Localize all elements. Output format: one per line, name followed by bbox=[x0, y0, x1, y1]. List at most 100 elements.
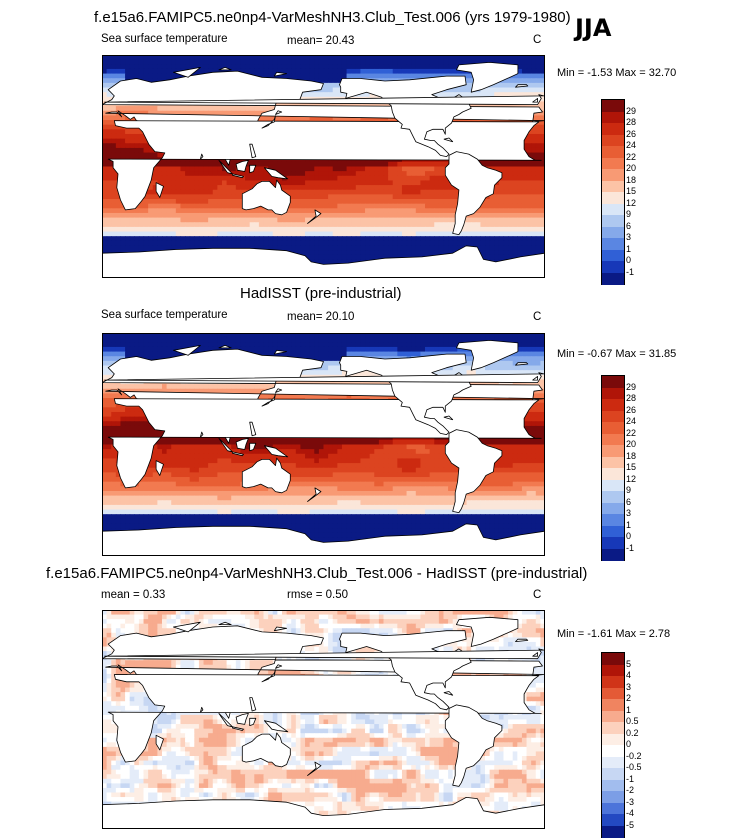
colorbar-tick-label: 18 bbox=[626, 451, 636, 461]
panel1-mean: mean= 20.43 bbox=[287, 35, 354, 47]
colorbar-swatch bbox=[602, 653, 624, 665]
colorbar-swatch bbox=[602, 112, 624, 124]
colorbar-tick-label: 15 bbox=[626, 462, 636, 472]
colorbar-swatch bbox=[602, 261, 624, 273]
colorbar-tick-label: 26 bbox=[626, 405, 636, 415]
colorbar-swatch bbox=[602, 526, 624, 538]
colorbar-tick-label: 12 bbox=[626, 474, 636, 484]
colorbar-tick-label: 22 bbox=[626, 152, 636, 162]
colorbar-swatch bbox=[602, 537, 624, 549]
colorbar-tick-label: 22 bbox=[626, 428, 636, 438]
colorbar-swatch bbox=[602, 468, 624, 480]
colorbar-swatch bbox=[602, 503, 624, 515]
colorbar-tick-label: 0 bbox=[626, 739, 631, 749]
colorbar-swatch bbox=[602, 399, 624, 411]
colorbar-tick-label: 0 bbox=[626, 255, 631, 265]
panel3-minmax: Min = -1.61 Max = 2.78 bbox=[557, 628, 670, 640]
colorbar-swatch bbox=[602, 388, 624, 400]
colorbar-swatch bbox=[602, 181, 624, 193]
colorbar-swatch bbox=[602, 826, 624, 838]
colorbar-swatch bbox=[602, 434, 624, 446]
colorbar-swatch bbox=[602, 791, 624, 803]
colorbar-swatch bbox=[602, 514, 624, 526]
panel1-map bbox=[102, 55, 545, 278]
colorbar-swatch bbox=[602, 803, 624, 815]
colorbar-tick-label: 24 bbox=[626, 140, 636, 150]
colorbar-tick-label: 28 bbox=[626, 117, 636, 127]
colorbar-tick-label: 12 bbox=[626, 198, 636, 208]
colorbar-swatch bbox=[602, 100, 624, 112]
colorbar-swatch bbox=[602, 549, 624, 561]
colorbar-tick-label: 0.2 bbox=[626, 728, 639, 738]
colorbar-tick-label: 24 bbox=[626, 416, 636, 426]
colorbar-swatch bbox=[602, 215, 624, 227]
panel3-rmse: rmse = 0.50 bbox=[287, 589, 348, 601]
panel3-map bbox=[102, 610, 545, 829]
colorbar-swatch bbox=[602, 757, 624, 769]
colorbar-swatch bbox=[602, 422, 624, 434]
colorbar-tick-label: 6 bbox=[626, 497, 631, 507]
panel1-minmax: Min = -1.53 Max = 32.70 bbox=[557, 67, 676, 79]
colorbar-tick-label: 3 bbox=[626, 682, 631, 692]
season-label: JJA bbox=[575, 14, 611, 42]
colorbar-swatch bbox=[602, 192, 624, 204]
colorbar-swatch bbox=[602, 123, 624, 135]
colorbar-swatch bbox=[602, 722, 624, 734]
panel2-minmax: Min = -0.67 Max = 31.85 bbox=[557, 348, 676, 360]
colorbar-tick-label: 3 bbox=[626, 508, 631, 518]
colorbar-tick-label: -2 bbox=[626, 785, 634, 795]
colorbar-tick-label: -5 bbox=[626, 820, 634, 830]
colorbar-swatch bbox=[602, 480, 624, 492]
colorbar-swatch bbox=[602, 204, 624, 216]
panel1-units: C bbox=[533, 34, 541, 46]
colorbar-tick-label: 5 bbox=[626, 659, 631, 669]
colorbar-swatch bbox=[602, 273, 624, 285]
panel2-mean: mean= 20.10 bbox=[287, 311, 354, 323]
colorbar-swatch bbox=[602, 250, 624, 262]
colorbar-tick-label: 20 bbox=[626, 439, 636, 449]
colorbar-swatch bbox=[602, 780, 624, 792]
panel2-units: C bbox=[533, 311, 541, 323]
colorbar-tick-label: 9 bbox=[626, 485, 631, 495]
colorbar-tick-label: 28 bbox=[626, 393, 636, 403]
panel2-variable: Sea surface temperature bbox=[101, 309, 228, 321]
colorbar-tick-label: 1 bbox=[626, 244, 631, 254]
colorbar-tick-label: 0.5 bbox=[626, 716, 639, 726]
colorbar-swatch bbox=[602, 146, 624, 158]
colorbar-swatch bbox=[602, 768, 624, 780]
panel1-variable: Sea surface temperature bbox=[101, 33, 228, 45]
panel1-colorbar bbox=[601, 99, 625, 285]
colorbar-swatch bbox=[602, 411, 624, 423]
colorbar-swatch bbox=[602, 711, 624, 723]
colorbar-swatch bbox=[602, 745, 624, 757]
colorbar-tick-label: 1 bbox=[626, 705, 631, 715]
panel3-colorbar bbox=[601, 652, 625, 838]
colorbar-swatch bbox=[602, 676, 624, 688]
colorbar-tick-label: 4 bbox=[626, 670, 631, 680]
colorbar-tick-label: -1 bbox=[626, 543, 634, 553]
colorbar-tick-label: -4 bbox=[626, 808, 634, 818]
colorbar-swatch bbox=[602, 665, 624, 677]
colorbar-tick-label: -1 bbox=[626, 774, 634, 784]
colorbar-tick-label: 18 bbox=[626, 175, 636, 185]
colorbar-swatch bbox=[602, 699, 624, 711]
colorbar-tick-label: 15 bbox=[626, 186, 636, 196]
colorbar-tick-label: 2 bbox=[626, 693, 631, 703]
panel1-title: f.e15a6.FAMIPC5.ne0np4-VarMeshNH3.Club_T… bbox=[94, 9, 571, 26]
colorbar-tick-label: 29 bbox=[626, 106, 636, 116]
panel3-mean: mean = 0.33 bbox=[101, 589, 165, 601]
colorbar-tick-label: 9 bbox=[626, 209, 631, 219]
colorbar-swatch bbox=[602, 457, 624, 469]
colorbar-swatch bbox=[602, 227, 624, 239]
colorbar-swatch bbox=[602, 734, 624, 746]
colorbar-tick-label: 3 bbox=[626, 232, 631, 242]
colorbar-tick-label: -3 bbox=[626, 797, 634, 807]
colorbar-swatch bbox=[602, 238, 624, 250]
colorbar-swatch bbox=[602, 688, 624, 700]
colorbar-tick-label: 29 bbox=[626, 382, 636, 392]
panel2-map bbox=[102, 333, 545, 556]
colorbar-swatch bbox=[602, 169, 624, 181]
colorbar-swatch bbox=[602, 814, 624, 826]
colorbar-tick-label: 1 bbox=[626, 520, 631, 530]
colorbar-tick-label: 0 bbox=[626, 531, 631, 541]
